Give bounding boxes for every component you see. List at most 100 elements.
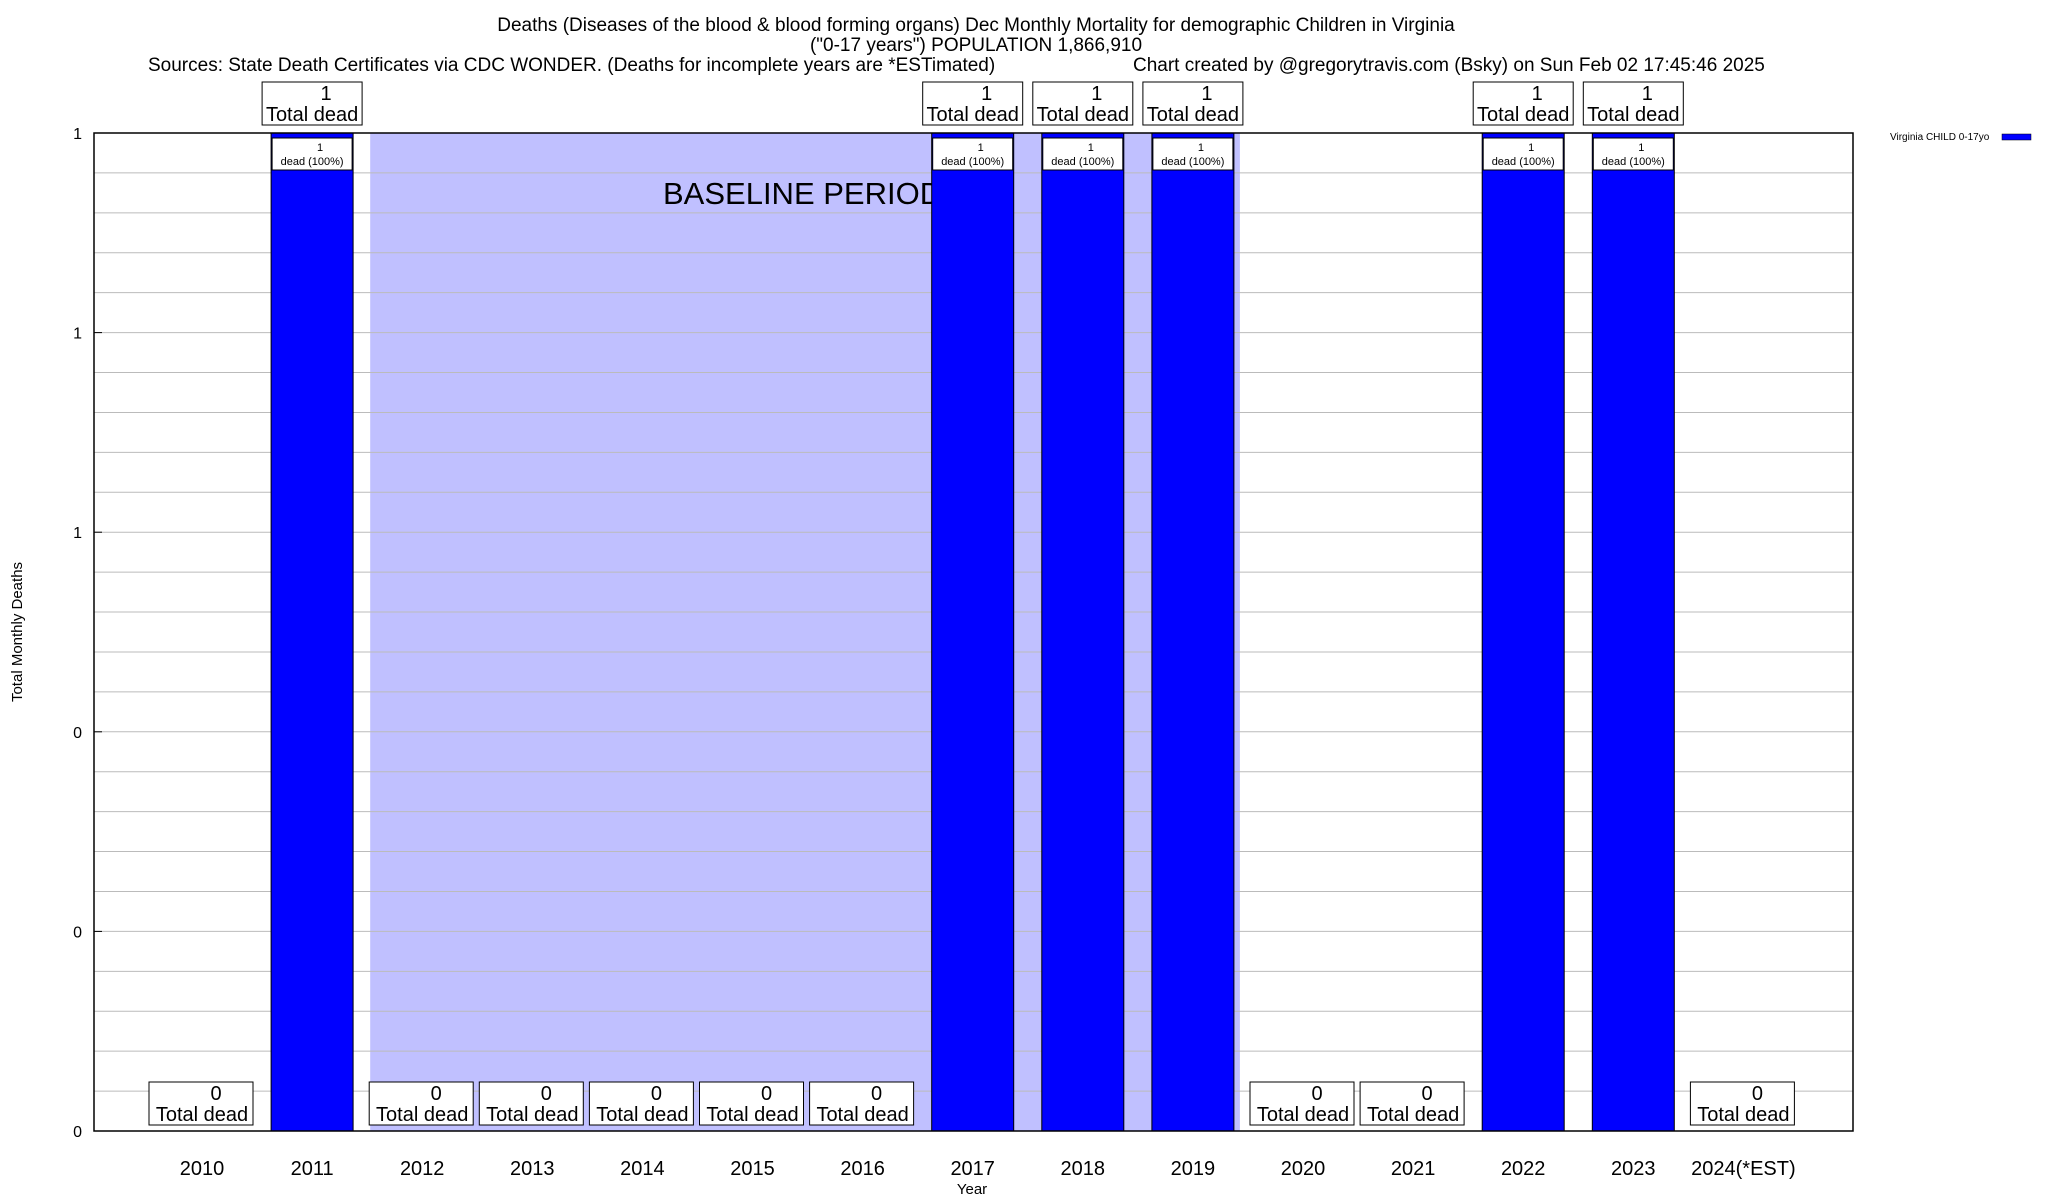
x-tick-label: 2022	[1501, 1158, 1546, 1180]
bar-inner-value: 1	[1088, 142, 1094, 154]
x-tick-label: 2019	[1171, 1158, 1216, 1180]
x-tick-label: 2017	[950, 1158, 995, 1180]
bar-inner-label: dead (100%)	[1492, 156, 1555, 168]
chart-credit: Chart created by @gregorytravis.com (Bsk…	[1133, 55, 1765, 76]
bar-inner-value: 1	[1638, 142, 1644, 154]
total-label-box	[809, 1081, 915, 1126]
total-label: Total dead	[927, 104, 1019, 126]
total-label: Total dead	[266, 104, 358, 126]
y-tick-label: 1	[73, 126, 82, 143]
bar-inner-label: dead (100%)	[941, 156, 1004, 168]
x-tick-label: 2024(*EST)	[1691, 1158, 1796, 1180]
total-label-box	[588, 1081, 694, 1126]
total-label: Total dead	[816, 1104, 908, 1126]
bar-inner-label-box	[1042, 137, 1124, 171]
x-tick-label: 2018	[1061, 1158, 1106, 1180]
bar-inner-label: dead (100%)	[1161, 156, 1224, 168]
total-label: Total dead	[1037, 104, 1129, 126]
bar-inner-label: dead (100%)	[1602, 156, 1665, 168]
total-label: Total dead	[1477, 104, 1569, 126]
y-axis-label: Total Monthly Deaths	[9, 562, 26, 702]
x-tick-label: 2016	[840, 1158, 885, 1180]
total-label-box	[922, 81, 1024, 126]
total-value: 0	[651, 1083, 662, 1105]
total-value: 0	[541, 1083, 552, 1105]
total-label-box	[1472, 81, 1574, 126]
legend-label: Virginia CHILD 0-17yo	[1890, 132, 1990, 143]
total-label-box	[1359, 1081, 1465, 1126]
total-value: 0	[431, 1083, 442, 1105]
total-label-box	[148, 1081, 254, 1126]
x-tick-label: 2014	[620, 1158, 665, 1180]
total-label: Total dead	[1697, 1104, 1789, 1126]
total-value: 0	[1422, 1083, 1433, 1105]
total-value: 1	[1642, 83, 1653, 105]
x-tick-label: 2010	[180, 1158, 225, 1180]
bar-inner-label-box	[932, 137, 1014, 171]
total-label: Total dead	[376, 1104, 468, 1126]
total-label: Total dead	[1147, 104, 1239, 126]
total-value: 0	[1752, 1083, 1763, 1105]
baseline-label: BASELINE PERIOD	[663, 176, 942, 211]
total-value: 1	[1532, 83, 1543, 105]
bar-inner-label-box	[1152, 137, 1234, 171]
total-value: 0	[761, 1083, 772, 1105]
total-label-box	[1582, 81, 1684, 126]
total-value: 1	[321, 83, 332, 105]
total-label-box	[1142, 81, 1244, 126]
total-label-box	[1249, 1081, 1355, 1126]
bar-2018	[1041, 132, 1125, 1132]
total-label-box	[1032, 81, 1134, 126]
total-value: 1	[1091, 83, 1102, 105]
bar-inner-label-box	[1592, 137, 1674, 171]
bar-2019	[1151, 132, 1235, 1132]
x-tick-label: 2013	[510, 1158, 555, 1180]
bar-2011	[270, 132, 354, 1132]
total-value: 0	[1311, 1083, 1322, 1105]
x-axis-label: Year	[957, 1181, 987, 1198]
x-tick-label: 2021	[1391, 1158, 1436, 1180]
total-label: Total dead	[706, 1104, 798, 1126]
total-label: Total dead	[486, 1104, 578, 1126]
chart-subtitle: ("0-17 years") POPULATION 1,866,910	[810, 35, 1142, 56]
total-label-box	[699, 1081, 804, 1126]
total-label: Total dead	[1587, 104, 1679, 126]
plot-frame	[93, 132, 1854, 1132]
bar-inner-label: dead (100%)	[1051, 156, 1114, 168]
bar-2017	[931, 132, 1015, 1132]
total-label: Total dead	[1367, 1104, 1459, 1126]
bar-inner-label: dead (100%)	[281, 156, 344, 168]
bar-2023	[1591, 132, 1675, 1132]
y-tick-label: 0	[73, 1124, 82, 1141]
x-tick-label: 2011	[291, 1158, 334, 1180]
total-value: 0	[871, 1083, 882, 1105]
y-tick-label: 1	[73, 326, 82, 343]
bar-2022	[1481, 132, 1565, 1132]
chart-title: Deaths (Diseases of the blood & blood fo…	[497, 15, 1455, 36]
total-label: Total dead	[156, 1104, 248, 1126]
chart-sources: Sources: State Death Certificates via CD…	[148, 55, 995, 76]
y-tick-label: 0	[73, 924, 82, 941]
bar-inner-label-box	[271, 137, 353, 171]
x-tick-label: 2012	[400, 1158, 445, 1180]
x-tick-label: 2015	[730, 1158, 775, 1180]
bar-inner-value: 1	[1198, 142, 1204, 154]
total-label-box	[1689, 1081, 1795, 1126]
y-tick-label: 1	[73, 525, 82, 542]
total-label: Total dead	[1257, 1104, 1349, 1126]
total-value: 0	[210, 1083, 221, 1105]
y-tick-label: 0	[73, 725, 82, 742]
bar-inner-value: 1	[317, 142, 323, 154]
total-label-box	[261, 81, 363, 126]
total-label-box	[478, 1081, 584, 1126]
legend-swatch	[2001, 133, 2032, 141]
bar-inner-label-box	[1482, 137, 1564, 171]
bar-inner-value: 1	[1528, 142, 1534, 154]
bar-inner-value: 1	[978, 142, 984, 154]
total-label-box	[368, 1081, 474, 1126]
total-value: 1	[1201, 83, 1212, 105]
x-tick-label: 2020	[1281, 1158, 1326, 1180]
total-label: Total dead	[596, 1104, 688, 1126]
x-tick-label: 2023	[1611, 1158, 1656, 1180]
